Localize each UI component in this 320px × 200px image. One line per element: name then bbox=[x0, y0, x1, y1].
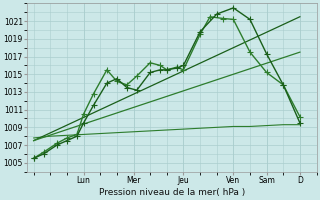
X-axis label: Pression niveau de la mer( hPa ): Pression niveau de la mer( hPa ) bbox=[99, 188, 245, 197]
